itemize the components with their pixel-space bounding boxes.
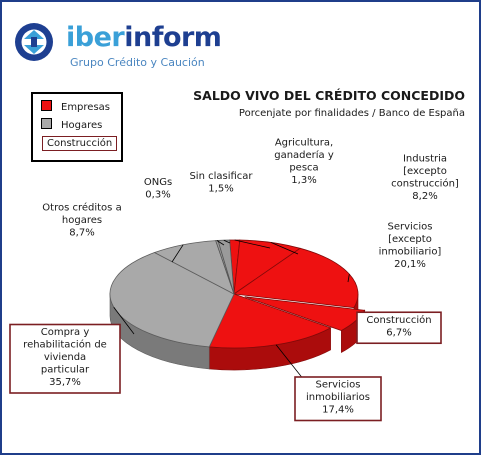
slice-label-3: Construcción 6,7% — [366, 314, 431, 339]
brand-name: iberinform — [66, 22, 222, 53]
legend-swatch-hogares — [41, 118, 52, 129]
slice-name-2-2: inmobiliario] — [379, 246, 442, 257]
slice-label-4: Servicios inmobiliarios 17,4% — [306, 380, 370, 416]
slice-name-1-1: [excepto — [403, 166, 447, 177]
pie-leader-lines — [113, 239, 350, 381]
slice-name-2-1: [excepto — [388, 234, 432, 245]
slice-value-4: 17,4% — [322, 405, 354, 416]
slice-name-3-0: Construcción — [366, 314, 431, 326]
chart-legend: Empresas Hogares Construcción — [31, 92, 123, 162]
chart-title: SALDO VIVO DEL CRÉDITO CONCEDIDO — [193, 88, 465, 103]
slice-name-7-0: ONGs — [144, 177, 172, 188]
leader-line-8 — [223, 239, 231, 244]
slice-label-8: Sin clasificar 1,5% — [189, 171, 253, 195]
pie-slice-4 — [208, 293, 332, 349]
slice-name-8-0: Sin clasificar — [189, 171, 253, 182]
slice-value-1: 8,2% — [412, 191, 437, 202]
slice-name-0-1: ganadería y — [274, 149, 334, 161]
label-box-3 — [356, 311, 442, 345]
slice-name-5-3: particular — [41, 365, 90, 376]
slice-name-6-0: Otros créditos a — [42, 202, 121, 214]
slice-value-2: 20,1% — [394, 259, 426, 270]
slice-value-6: 8,7% — [69, 228, 94, 239]
leader-line-0 — [234, 239, 271, 249]
slice-name-5-0: Compra y — [41, 327, 90, 338]
slice-value-8: 1,5% — [208, 183, 233, 194]
pie-slice-2 — [232, 247, 359, 309]
legend-item-construccion: Construcción — [42, 136, 118, 151]
slice-name-5-1: rehabilitación de — [23, 339, 107, 351]
slice-value-7: 0,3% — [145, 189, 170, 200]
slice-name-0-2: pesca — [289, 162, 318, 173]
slice-value-3: 6,7% — [386, 327, 411, 338]
leader-line-7 — [216, 240, 225, 246]
slice-value-0: 1,3% — [291, 175, 316, 186]
slice-label-2: Servicios [excepto inmobiliario] 20,1% — [379, 221, 442, 270]
slice-label-6: Otros créditos a hogares 8,7% — [42, 202, 121, 239]
legend-swatch-empresas — [41, 100, 52, 111]
chart-subtitle: Porcenjate por finalidades / Banco de Es… — [238, 108, 465, 119]
brand-logo: iberinform Grupo Crédito y Caución — [12, 12, 312, 74]
label-box-4 — [294, 376, 382, 422]
leader-line-1 — [271, 242, 299, 255]
slice-name-1-2: construcción] — [391, 177, 459, 189]
slice-name-4-1: inmobiliarios — [306, 392, 370, 403]
leader-line-2 — [347, 274, 350, 283]
slice-label-5: Compra y rehabilitación de vivienda particu… — [23, 327, 107, 388]
slice-label-0: Agricultura, ganadería y pesca 1,3% — [274, 137, 334, 186]
slice-name-5-2: vivienda — [44, 352, 86, 363]
slice-name-4-0: Servicios — [316, 380, 361, 391]
leader-line-6 — [171, 244, 184, 263]
leader-line-4 — [275, 344, 305, 381]
legend-label-empresas: Empresas — [61, 102, 110, 113]
slice-value-5: 35,7% — [49, 377, 81, 388]
pie-labels: Agricultura, ganadería y pesca 1,3% Industri… — [9, 137, 459, 422]
slice-name-0-0: Agricultura, — [275, 137, 333, 148]
pie-slices — [109, 239, 366, 349]
leader-line-5 — [113, 306, 135, 335]
slice-name-2-0: Servicios — [388, 221, 433, 232]
slice-name-1-0: Industria — [403, 153, 447, 164]
brand-subtitle: Grupo Crédito y Caución — [70, 56, 205, 69]
slice-label-7: ONGs 0,3% — [144, 177, 172, 201]
slice-name-6-1: hogares — [62, 215, 102, 226]
slice-label-1: Industria [excepto construcción] 8,2% — [391, 153, 459, 202]
legend-label-hogares: Hogares — [61, 120, 103, 131]
legend-item-hogares: Hogares — [41, 118, 102, 131]
label-box-5 — [9, 323, 121, 394]
pie-slice-3 — [244, 296, 366, 331]
brand-logo-icon — [15, 23, 53, 61]
legend-item-empresas: Empresas — [41, 100, 110, 113]
